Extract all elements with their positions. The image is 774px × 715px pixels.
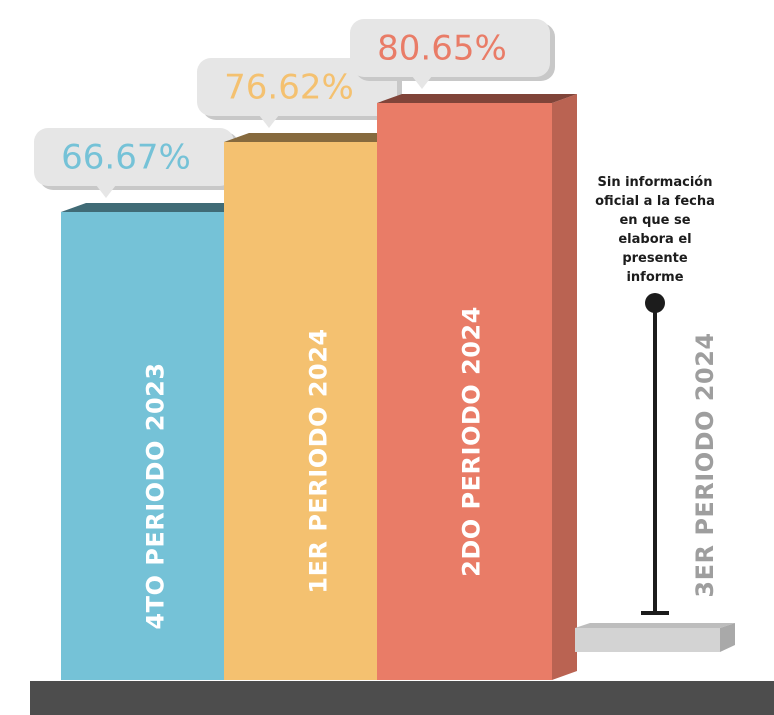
bubble-pointer [96, 185, 116, 198]
data-label: 66.67% [61, 138, 191, 178]
bar-side [552, 94, 577, 680]
annotation-text: Sin información oficial a la fecha en que … [595, 175, 715, 285]
value-bubble: 76.62% [197, 58, 402, 128]
bubble-body [350, 19, 550, 77]
bar [377, 103, 552, 680]
annotation-line-text: presente [622, 251, 688, 266]
bars-layer: 4TO PERIODO 2023 66.67% 1ER PERIODO 2024 76… [34, 19, 735, 680]
annotation-dot [645, 293, 665, 313]
bar [224, 142, 399, 680]
data-label: 76.62% [224, 68, 354, 108]
category-label: 2DO PERIODO 2024 [458, 306, 486, 577]
bar-side [720, 623, 735, 652]
bar-top [61, 203, 261, 212]
bubble-pointer [259, 115, 279, 128]
category-label: 3ER PERIODO 2024 [691, 332, 719, 597]
category-label: 4TO PERIODO 2023 [142, 362, 170, 629]
bubble-pointer [412, 76, 432, 89]
annotation-line-text: en que se [619, 213, 690, 228]
bubble-body [34, 128, 234, 186]
value-bubble: 80.65% [350, 19, 555, 89]
value-bubble: 66.67% [34, 128, 239, 198]
annotation-line-text: elabora el [618, 232, 691, 247]
annotation-layer: Sin información oficial a la fecha en que … [595, 175, 715, 615]
footer-band [30, 681, 774, 715]
bar-top [377, 94, 577, 103]
category-label: 1ER PERIODO 2024 [305, 328, 333, 593]
bar [575, 628, 720, 652]
bar-top [575, 623, 735, 628]
annotation-line-text: Sin información [598, 175, 713, 190]
data-label: 80.65% [377, 29, 507, 69]
bar [61, 212, 236, 680]
bubble-body [197, 58, 397, 116]
annotation-line-text: oficial a la fecha [595, 194, 715, 209]
annotation-line-text: informe [626, 270, 683, 285]
bar-top [224, 133, 424, 142]
